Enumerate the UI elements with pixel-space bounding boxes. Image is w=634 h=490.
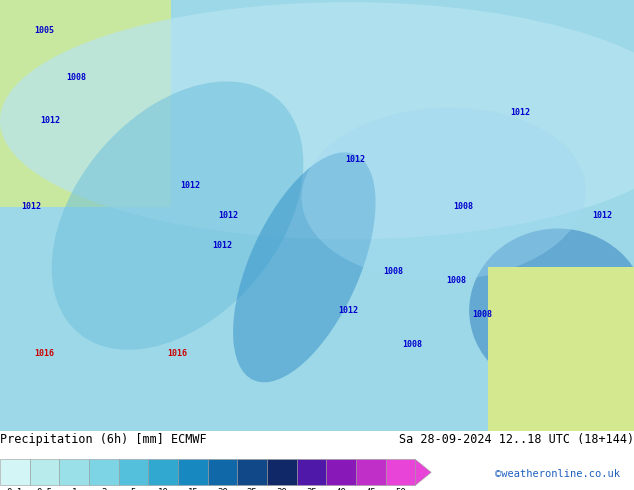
Text: ©weatheronline.co.uk: ©weatheronline.co.uk (495, 468, 619, 479)
Text: 1012: 1012 (212, 241, 232, 250)
Text: 0.1: 0.1 (7, 488, 23, 490)
FancyBboxPatch shape (488, 268, 634, 431)
Bar (385, 460, 415, 485)
Bar (208, 460, 237, 485)
FancyBboxPatch shape (0, 0, 171, 207)
Bar (0, 460, 30, 485)
Polygon shape (415, 460, 431, 485)
Text: 5: 5 (131, 488, 136, 490)
Bar (148, 460, 178, 485)
Text: 1008: 1008 (472, 310, 492, 319)
Text: 40: 40 (336, 488, 347, 490)
Bar (237, 460, 267, 485)
Text: 25: 25 (247, 488, 257, 490)
Bar (119, 460, 148, 485)
Bar (89, 460, 119, 485)
Text: 1008: 1008 (402, 341, 422, 349)
Text: 1: 1 (72, 488, 77, 490)
Text: 1012: 1012 (339, 306, 359, 315)
Ellipse shape (233, 152, 375, 382)
Bar (267, 460, 297, 485)
Text: 1016: 1016 (167, 349, 188, 358)
Ellipse shape (302, 107, 586, 281)
Text: 1008: 1008 (66, 73, 86, 82)
Text: 50: 50 (395, 488, 406, 490)
Text: 20: 20 (217, 488, 228, 490)
Text: 1012: 1012 (510, 108, 530, 117)
Text: 1012: 1012 (218, 211, 238, 220)
Text: 1008: 1008 (453, 202, 473, 212)
Text: 30: 30 (276, 488, 287, 490)
Text: 0.5: 0.5 (36, 488, 53, 490)
Text: 1016: 1016 (34, 349, 55, 358)
Bar (356, 460, 385, 485)
Text: 15: 15 (188, 488, 198, 490)
Text: 1012: 1012 (345, 155, 365, 164)
Bar (327, 460, 356, 485)
Text: 1012: 1012 (41, 116, 61, 125)
Text: 1008: 1008 (446, 276, 467, 285)
Text: 1005: 1005 (34, 25, 55, 35)
Ellipse shape (52, 81, 303, 350)
Text: 45: 45 (365, 488, 376, 490)
Ellipse shape (0, 2, 634, 239)
Bar (178, 460, 207, 485)
Text: Sa 28-09-2024 12..18 UTC (18+144): Sa 28-09-2024 12..18 UTC (18+144) (399, 433, 634, 446)
Text: Precipitation (6h) [mm] ECMWF: Precipitation (6h) [mm] ECMWF (0, 433, 207, 446)
Bar (30, 460, 60, 485)
Text: 1012: 1012 (180, 181, 200, 190)
Text: 10: 10 (158, 488, 169, 490)
Text: 1012: 1012 (22, 202, 42, 212)
Text: 1012: 1012 (592, 211, 612, 220)
FancyBboxPatch shape (0, 0, 634, 431)
Bar (60, 460, 89, 485)
Text: 35: 35 (306, 488, 317, 490)
Text: 2: 2 (101, 488, 107, 490)
Text: 1008: 1008 (383, 267, 403, 276)
Ellipse shape (469, 228, 634, 392)
Bar (297, 460, 327, 485)
